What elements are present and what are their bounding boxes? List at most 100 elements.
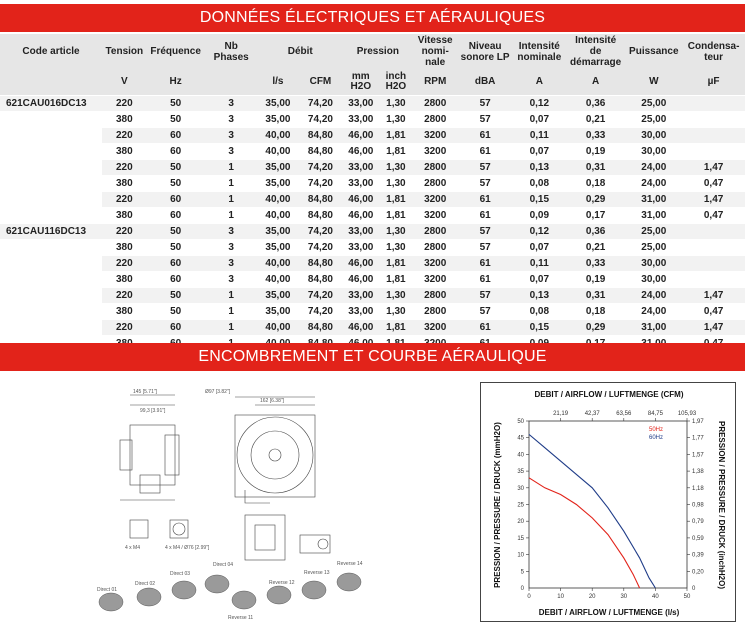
cell-rpm: 2800 (412, 110, 458, 127)
cell-ph: 1 (204, 302, 258, 319)
table-row: 380 50 3 35,00 74,20 33,00 1,30 2800 57 0,07 0,21 2… (0, 110, 745, 127)
unit-mmh2o: mm H2O (342, 69, 379, 95)
dim-label-99: 99,3 [3.91"] (140, 408, 166, 414)
cell-w: 31,00 (625, 206, 683, 223)
cell-an: 0,08 (512, 174, 566, 191)
cell-inch: 1,81 (378, 142, 413, 159)
cell-ph: 3 (204, 254, 258, 271)
cell-w: 24,00 (625, 286, 683, 303)
cell-code (0, 286, 103, 303)
y-tick-label: 45 (517, 436, 524, 442)
cell-ad: 0,17 (565, 206, 626, 223)
cell-ls: 40,00 (257, 126, 299, 143)
table-row: 621CAU016DC13 220 50 3 35,00 74,20 33,00 1,30 28… (0, 94, 745, 111)
x-tick-label: 40 (652, 594, 659, 600)
cell-inch: 1,81 (378, 270, 413, 287)
unit-ls: l/s (257, 69, 299, 95)
cell-v: 220 (102, 94, 147, 111)
chart-title-top: DEBIT / AIRFLOW / LUFTMENGE (CFM) (534, 390, 683, 399)
cell-uf: 1,47 (682, 318, 745, 335)
cell-uf: 1,47 (682, 286, 745, 303)
table-row: 220 60 1 40,00 84,80 46,00 1,81 3200 61 0,15 0,29 3… (0, 318, 745, 335)
orientation-reverse-12: Reverse 12 (269, 580, 295, 586)
cell-dba: 61 (457, 142, 513, 159)
cell-ph: 1 (204, 206, 258, 223)
unit-blank (0, 69, 103, 95)
cell-an: 0,11 (512, 126, 566, 143)
cell-ph: 3 (204, 142, 258, 159)
cell-w: 25,00 (625, 222, 683, 239)
cell-dba: 61 (457, 254, 513, 271)
header-intensite-demarrage: Intensité de démarrage (565, 34, 626, 69)
cell-code (0, 206, 103, 223)
cell-inch: 1,30 (378, 222, 413, 239)
cell-hz: 50 (146, 222, 205, 239)
cell-v: 220 (102, 126, 147, 143)
cell-rpm: 3200 (412, 206, 458, 223)
cell-ls: 35,00 (257, 158, 299, 175)
cell-dba: 61 (457, 270, 513, 287)
unit-a-nominal: A (512, 69, 566, 95)
cell-dba: 61 (457, 318, 513, 335)
cell-uf (682, 238, 745, 255)
front-view-housing (236, 416, 314, 494)
cell-inch: 1,81 (378, 126, 413, 143)
cell-ls: 35,00 (257, 94, 299, 111)
y-right-tick-label: 0,59 (692, 536, 704, 542)
cell-hz: 60 (146, 142, 205, 159)
cell-hz: 50 (146, 174, 205, 191)
cell-rpm: 2800 (412, 238, 458, 255)
cell-ls: 40,00 (257, 190, 299, 207)
dim-label-97: Ø97 [3.82"] (205, 389, 231, 395)
cell-v: 220 (102, 190, 147, 207)
cell-ph: 1 (204, 190, 258, 207)
cell-w: 25,00 (625, 238, 683, 255)
header-pression: Pression (342, 34, 413, 69)
dim-label-m4-76: 4 x M4 / Ø76 [2.99"] (165, 545, 210, 551)
cell-rpm: 3200 (412, 254, 458, 271)
cell-an: 0,13 (512, 158, 566, 175)
x-tick-label: 30 (620, 594, 627, 600)
table-row: 380 50 1 35,00 74,20 33,00 1,30 2800 57 0,08 0,18 2… (0, 174, 745, 191)
cell-v: 380 (102, 174, 147, 191)
cell-uf (682, 110, 745, 127)
cell-ph: 3 (204, 270, 258, 287)
cell-cfm: 84,80 (298, 270, 343, 287)
cell-cfm: 84,80 (298, 126, 343, 143)
cell-code: 621CAU116DC13 (0, 222, 103, 239)
electrical-data-table: Code article Tension Fréquence Nb Phases… (0, 34, 745, 351)
unit-rpm: RPM (412, 69, 458, 95)
cell-mm: 46,00 (342, 206, 379, 223)
cell-cfm: 74,20 (298, 110, 343, 127)
cell-ad: 0,31 (565, 158, 626, 175)
cell-w: 31,00 (625, 190, 683, 207)
cell-hz: 50 (146, 158, 205, 175)
cell-rpm: 2800 (412, 302, 458, 319)
cell-mm: 33,00 (342, 238, 379, 255)
cell-cfm: 74,20 (298, 238, 343, 255)
cell-inch: 1,30 (378, 110, 413, 127)
header-vitesse: Vitesse nomi- nale (412, 34, 458, 69)
cell-w: 24,00 (625, 158, 683, 175)
cell-ls: 40,00 (257, 206, 299, 223)
dim-label-145: 145 [5.71"] (133, 389, 158, 395)
cell-code (0, 254, 103, 271)
cell-an: 0,07 (512, 270, 566, 287)
cell-an: 0,12 (512, 222, 566, 239)
cell-ad: 0,21 (565, 110, 626, 127)
cell-ph: 1 (204, 158, 258, 175)
cell-code (0, 318, 103, 335)
cell-dba: 57 (457, 158, 513, 175)
unit-hz: Hz (146, 69, 205, 95)
dim-label-m4: 4 x M4 (125, 545, 140, 551)
orientation-direct-01: Direct 01 (97, 587, 117, 593)
cell-dba: 57 (457, 110, 513, 127)
cell-an: 0,12 (512, 94, 566, 111)
cell-mm: 33,00 (342, 110, 379, 127)
legend-50hz: 50Hz (649, 427, 663, 433)
cell-inch: 1,81 (378, 190, 413, 207)
cell-v: 220 (102, 222, 147, 239)
cell-cfm: 74,20 (298, 158, 343, 175)
cell-ph: 3 (204, 94, 258, 111)
orientation-reverse-11: Reverse 11 (228, 615, 253, 621)
